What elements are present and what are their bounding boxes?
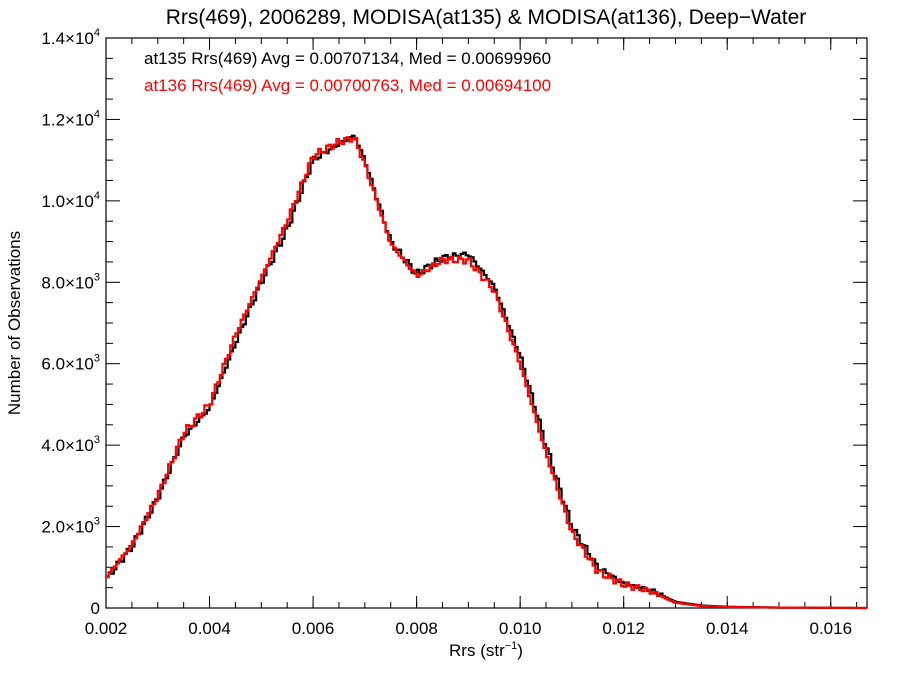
series-line-0 bbox=[106, 134, 867, 610]
annotation-1: at136 Rrs(469) Avg = 0.00700763, Med = 0… bbox=[144, 76, 551, 95]
axis-ticks: 0.002 0.004 0.006 0.008 0.010 0.012 0.014 0.016… bbox=[41, 27, 867, 638]
x-tick-label-2: 0.006 bbox=[292, 619, 335, 638]
chart-title: Rrs(469), 2006289, MODISA(at135) & MODIS… bbox=[166, 6, 807, 29]
x-axis-label: Rrs (str−1) bbox=[449, 640, 523, 660]
y-tick-label-2: 4.0×103 bbox=[41, 434, 100, 455]
annotations: at135 Rrs(469) Avg = 0.00707134, Med = 0… bbox=[144, 49, 551, 95]
x-tick-label-0: 0.002 bbox=[85, 619, 128, 638]
y-tick-label-7: 1.4×104 bbox=[41, 27, 100, 48]
y-tick-label-5: 1.0×104 bbox=[41, 190, 100, 211]
x-tick-label-4: 0.010 bbox=[499, 619, 542, 638]
plot-frame bbox=[105, 37, 868, 609]
x-tick-label-5: 0.012 bbox=[602, 619, 645, 638]
x-tick-label-7: 0.016 bbox=[809, 619, 852, 638]
x-tick-label-6: 0.014 bbox=[706, 619, 749, 638]
y-axis-label: Number of Observations bbox=[5, 231, 24, 415]
series-line-1 bbox=[106, 136, 867, 610]
annotation-0: at135 Rrs(469) Avg = 0.00707134, Med = 0… bbox=[144, 49, 551, 68]
y-tick-label-4: 8.0×103 bbox=[41, 271, 100, 292]
y-tick-label-6: 1.2×104 bbox=[41, 108, 100, 129]
x-tick-label-3: 0.008 bbox=[395, 619, 438, 638]
y-tick-label-3: 6.0×103 bbox=[41, 353, 100, 374]
series-group bbox=[106, 134, 867, 610]
y-tick-label-0: 0 bbox=[91, 599, 100, 618]
x-tick-label-1: 0.004 bbox=[188, 619, 231, 638]
y-tick-label-1: 2.0×103 bbox=[41, 516, 100, 537]
